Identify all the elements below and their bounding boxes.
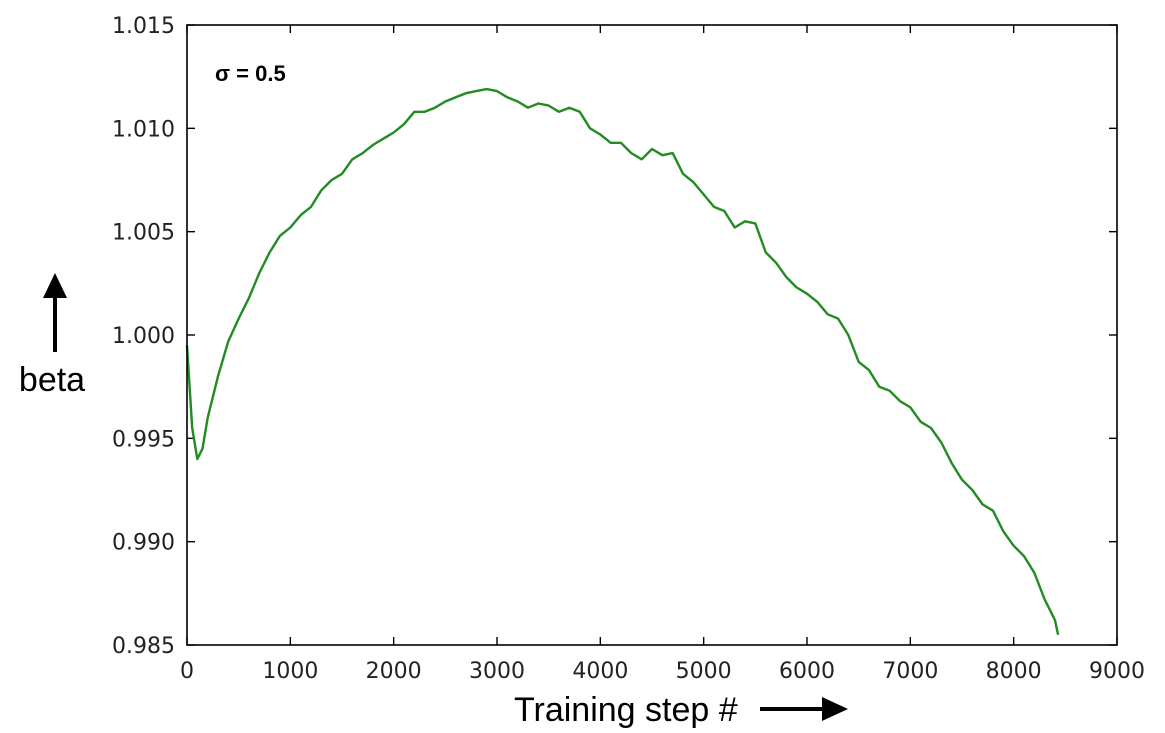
y-tick-label: 1.015 [112,14,175,39]
x-tick-label: 0 [180,659,194,684]
up-arrow-head-icon [43,273,67,298]
x-tick-label: 1000 [262,659,318,684]
x-axis-label-group: Training step # [514,691,848,729]
x-tick-label: 4000 [572,659,628,684]
series-line-beta [185,87,1060,635]
x-tick-label: 2000 [366,659,422,684]
y-tick-label: 1.000 [112,324,175,349]
y-tick-label: 0.990 [112,531,175,556]
plot-frame [186,24,1118,646]
x-axis-label: Training step # [514,691,738,729]
x-tick-label: 8000 [986,659,1042,684]
x-tick-label: 7000 [882,659,938,684]
x-tick-label: 3000 [469,659,525,684]
y-tick-label: 0.995 [112,427,175,452]
x-tick-label: 6000 [779,659,835,684]
right-arrow-head-icon [822,697,848,721]
y-axis-label: beta [19,361,85,399]
x-tick-label: 5000 [676,659,732,684]
sigma-annotation: σ = 0.5 [215,61,286,86]
tick-labels: 0 1000 2000 3000 4000 5000 6000 7000 8000 9000 0.9… [112,14,1145,684]
y-tick-label: 1.005 [112,221,175,246]
y-tick-label: 1.010 [112,117,175,142]
y-axis-label-group: beta [19,273,85,399]
axis-ticks [186,24,1118,646]
x-tick-label: 9000 [1089,659,1145,684]
y-tick-label: 0.985 [112,634,175,659]
